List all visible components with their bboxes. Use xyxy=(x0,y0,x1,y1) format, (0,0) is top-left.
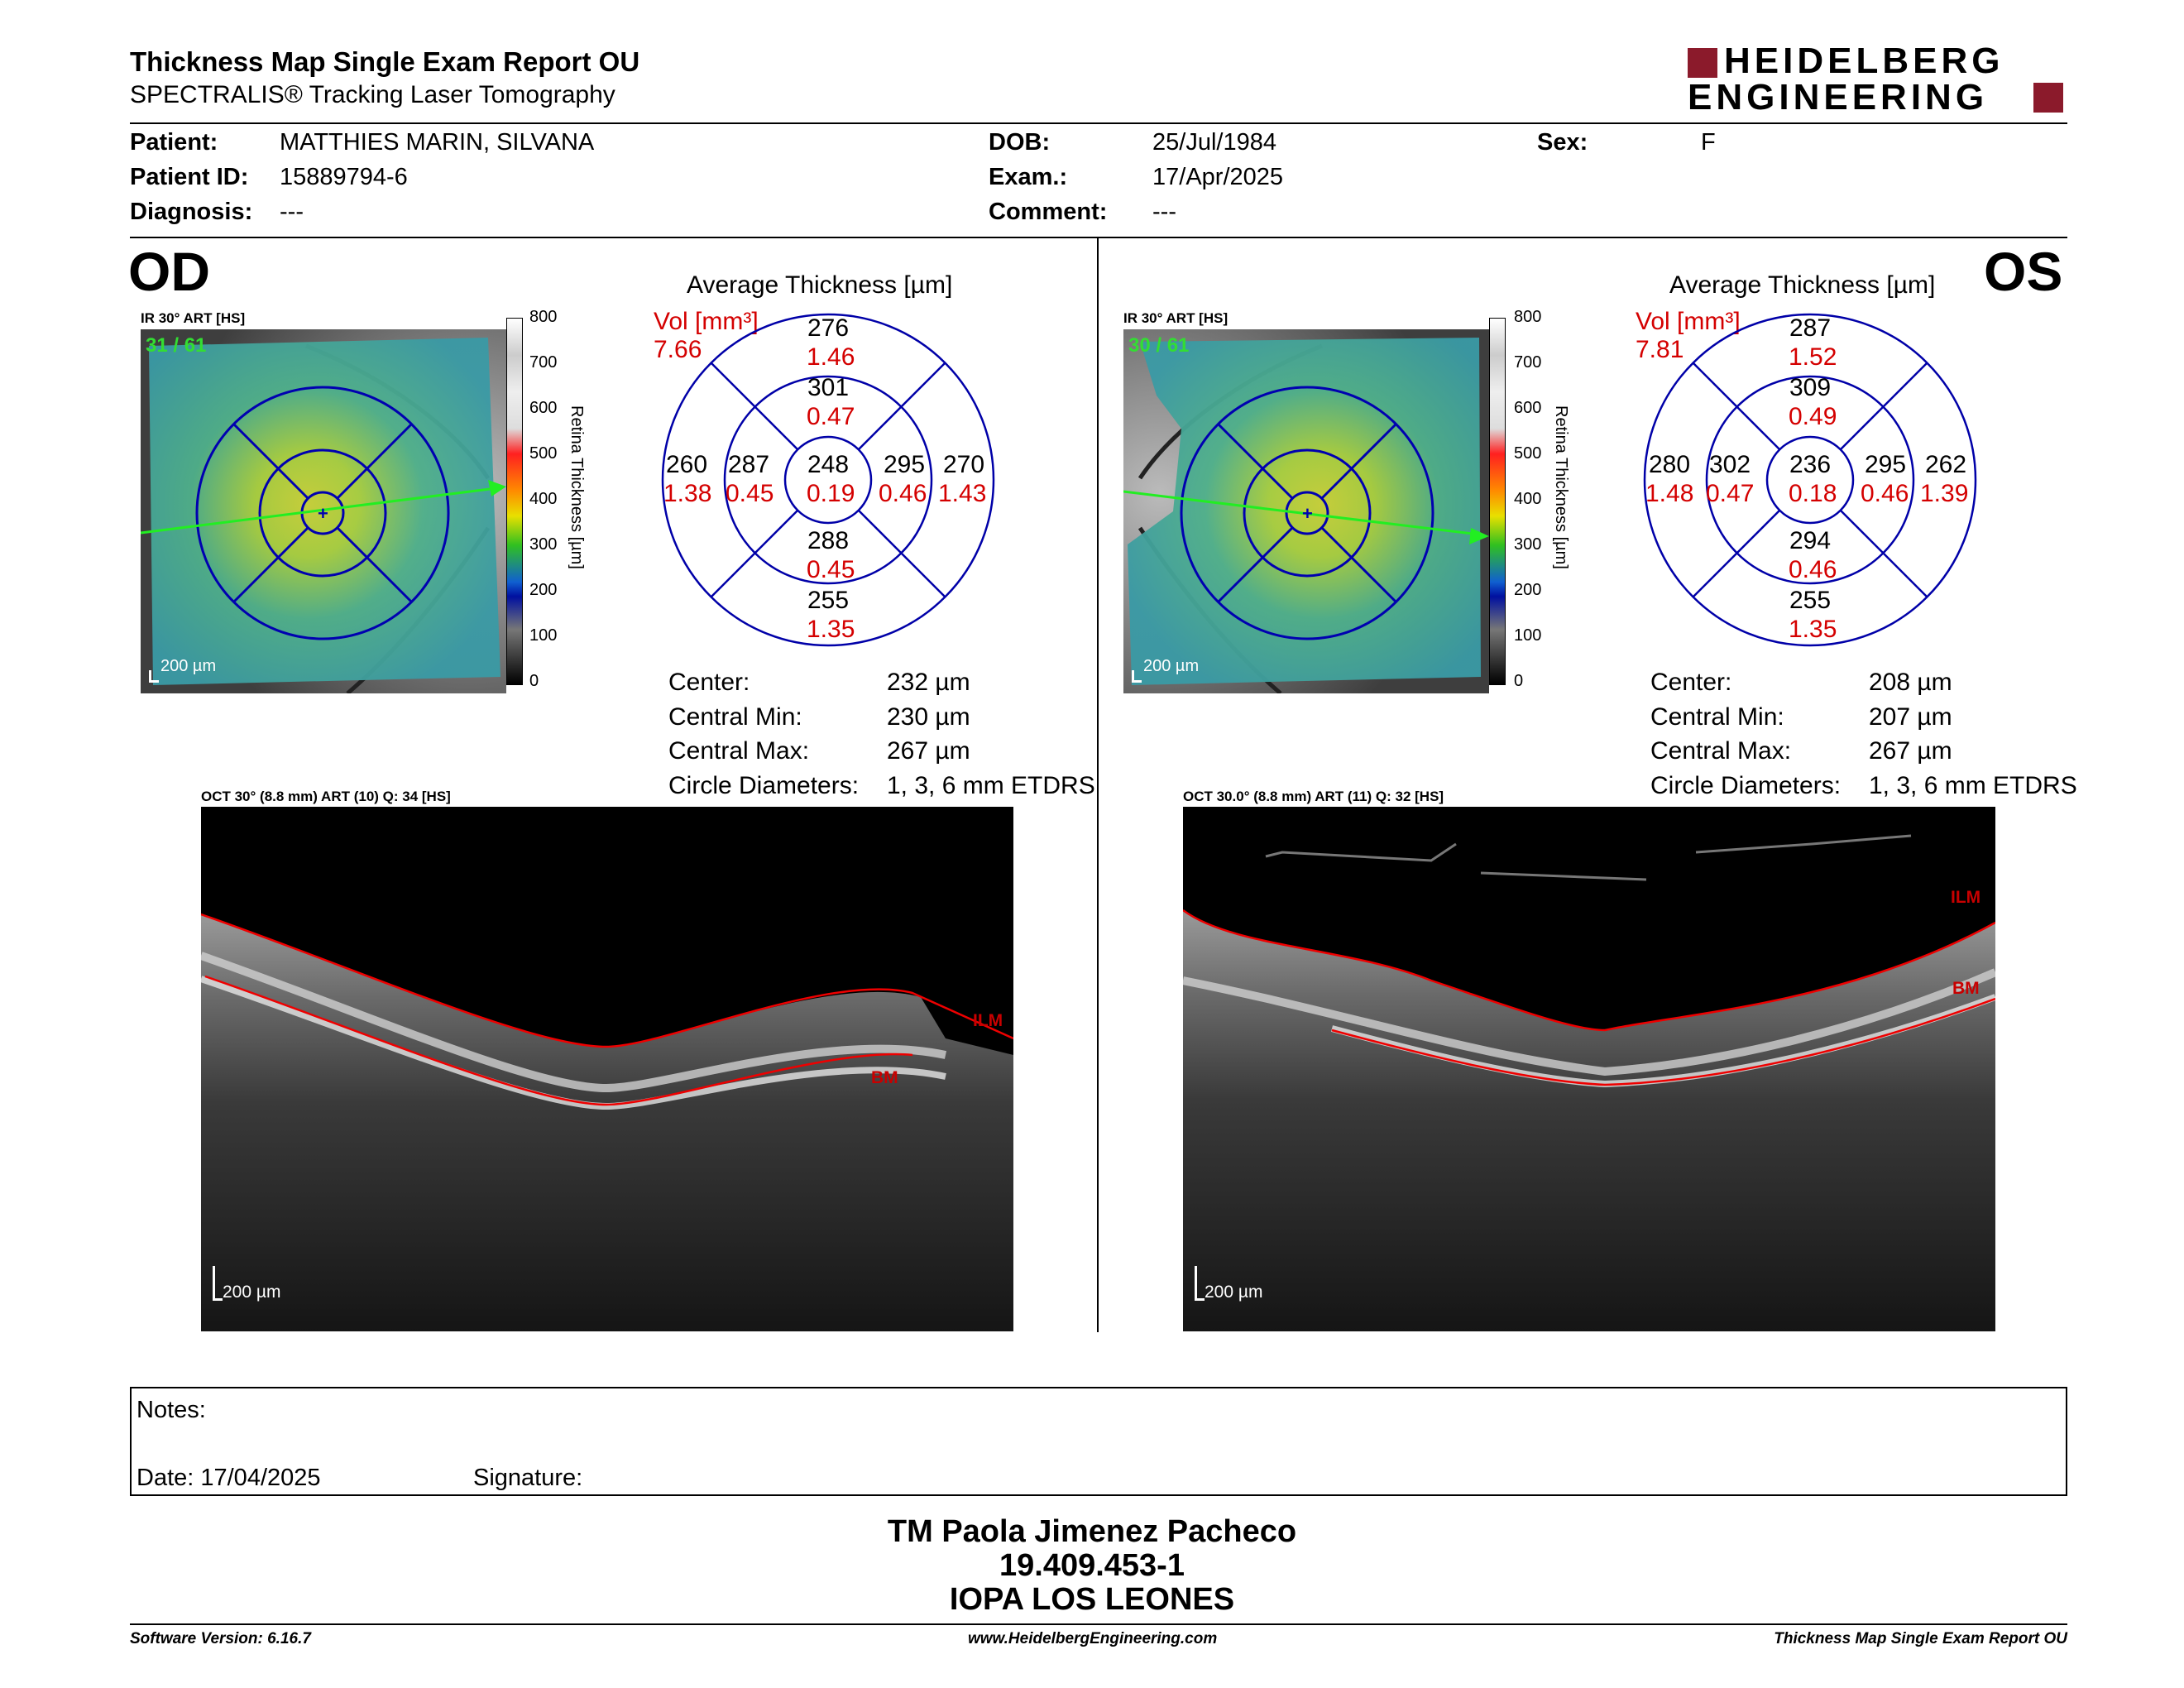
od-oct-label: OCT 30° (8.8 mm) ART (10) Q: 34 [HS] xyxy=(201,789,451,804)
od-colorbar-title: Retina Thickness [µm] xyxy=(568,405,586,569)
os-oct-scale: 200 µm xyxy=(1205,1283,1263,1302)
os-min-value: 207 µm xyxy=(1869,703,1952,731)
os-max-label: Central Max: xyxy=(1650,737,1792,765)
os-min-label: Central Min: xyxy=(1650,703,1784,731)
od-max-value: 267 µm xyxy=(887,737,970,765)
od-colorbar xyxy=(506,318,523,685)
os-frame-count: 30 / 61 xyxy=(1128,334,1190,357)
os-ir-scale: 200 µm xyxy=(1143,657,1200,675)
os-oct-scan: ILM BM 200 µm xyxy=(1183,807,1995,1331)
os-ir-label: IR 30° ART [HS] xyxy=(1123,310,1228,326)
od-min-label: Central Min: xyxy=(668,703,802,731)
notes-box[interactable]: Notes: Date: 17/04/2025 Signature: xyxy=(130,1387,2067,1496)
od-fundus-image: + 31 / 61 200 µm xyxy=(141,329,506,693)
svg-text:+: + xyxy=(1302,503,1313,524)
diagnosis-label: Diagnosis: xyxy=(130,199,253,225)
od-frame-count: 31 / 61 xyxy=(146,334,207,357)
od-circle-label: Circle Diameters: xyxy=(668,772,860,799)
footer-report-name: Thickness Map Single Exam Report OU xyxy=(1774,1630,2067,1647)
sex-label: Sex: xyxy=(1537,129,1588,156)
os-center-label: Center: xyxy=(1650,669,1732,696)
od-avg-title: Average Thickness [µm] xyxy=(687,271,953,299)
sex-value: F xyxy=(1701,129,1716,156)
os-max-value: 267 µm xyxy=(1869,737,1952,765)
od-oct-scale: 200 µm xyxy=(223,1283,281,1302)
od-min-value: 230 µm xyxy=(887,703,970,731)
os-oct-label: OCT 30.0° (8.8 mm) ART (11) Q: 32 [HS] xyxy=(1183,789,1444,804)
dob-value: 25/Jul/1984 xyxy=(1152,129,1276,156)
os-vol-label: Vol [mm³] xyxy=(1636,308,1741,335)
svg-text:+: + xyxy=(318,503,328,524)
od-vol-label: Vol [mm³] xyxy=(654,308,759,335)
od-eye-label: OD xyxy=(128,241,210,302)
software-version: Software Version: 6.16.7 xyxy=(130,1630,311,1647)
center-divider xyxy=(1097,238,1099,1332)
os-avg-title: Average Thickness [µm] xyxy=(1669,271,1936,299)
diagnosis-value: --- xyxy=(280,199,304,225)
os-circle-value: 1, 3, 6 mm ETDRS xyxy=(1869,772,2077,799)
exam-value: 17/Apr/2025 xyxy=(1152,164,1284,190)
od-max-label: Central Max: xyxy=(668,737,810,765)
os-colorbar xyxy=(1489,318,1506,685)
exam-label: Exam.: xyxy=(989,164,1068,190)
notes-label: Notes: xyxy=(136,1397,206,1423)
os-colorbar-ticks: 800 700 600 500 400 300 200 100 0 xyxy=(1514,308,1542,690)
report-subtitle: SPECTRALIS® Tracking Laser Tomography xyxy=(130,81,615,108)
website-link[interactable]: www.HeidelbergEngineering.com xyxy=(968,1630,1218,1647)
os-ilm-label: ILM xyxy=(1951,888,1981,907)
os-colorbar-title: Retina Thickness [µm] xyxy=(1552,405,1570,569)
signature-label: Signature: xyxy=(473,1465,583,1491)
report-title: Thickness Map Single Exam Report OU xyxy=(130,46,640,77)
os-bm-label: BM xyxy=(1952,979,1980,998)
od-ir-scale: 200 µm xyxy=(160,657,217,675)
patient-id-label: Patient ID: xyxy=(130,164,249,190)
od-circle-value: 1, 3, 6 mm ETDRS xyxy=(887,772,1095,799)
clinic-name: IOPA LOS LEONES xyxy=(949,1582,1235,1617)
heidelberg-logo: HEIDELBERG ENGINEERING xyxy=(1688,43,2068,116)
od-ir-label: IR 30° ART [HS] xyxy=(141,310,246,326)
patient-label: Patient: xyxy=(130,129,218,156)
od-oct-scan: ILM BM 200 µm xyxy=(201,807,1013,1331)
od-etdrs-grid xyxy=(661,313,995,647)
os-circle-label: Circle Diameters: xyxy=(1650,772,1842,799)
os-vol-total: 7.81 xyxy=(1636,336,1684,363)
dob-label: DOB: xyxy=(989,129,1051,156)
od-colorbar-ticks: 800 700 600 500 400 300 200 100 0 xyxy=(529,308,558,690)
od-ilm-label: ILM xyxy=(973,1011,1003,1030)
signer-id: 19.409.453-1 xyxy=(999,1548,1185,1583)
od-center-label: Center: xyxy=(668,669,750,696)
os-etdrs-grid xyxy=(1643,313,1977,647)
patient-id: 15889794-6 xyxy=(280,164,408,190)
od-vol-total: 7.66 xyxy=(654,336,702,363)
od-center-value: 232 µm xyxy=(887,669,970,696)
notes-date: Date: 17/04/2025 xyxy=(136,1465,321,1491)
signer-name: TM Paola Jimenez Pacheco xyxy=(887,1514,1297,1549)
od-bm-label: BM xyxy=(871,1068,898,1087)
patient-name: MATTHIES MARIN, SILVANA xyxy=(280,129,595,156)
os-eye-label: OS xyxy=(1984,241,2063,302)
os-center-value: 208 µm xyxy=(1869,669,1952,696)
comment-value: --- xyxy=(1152,199,1176,225)
os-fundus-image: + 30 / 61 200 µm xyxy=(1123,329,1489,693)
comment-label: Comment: xyxy=(989,199,1108,225)
